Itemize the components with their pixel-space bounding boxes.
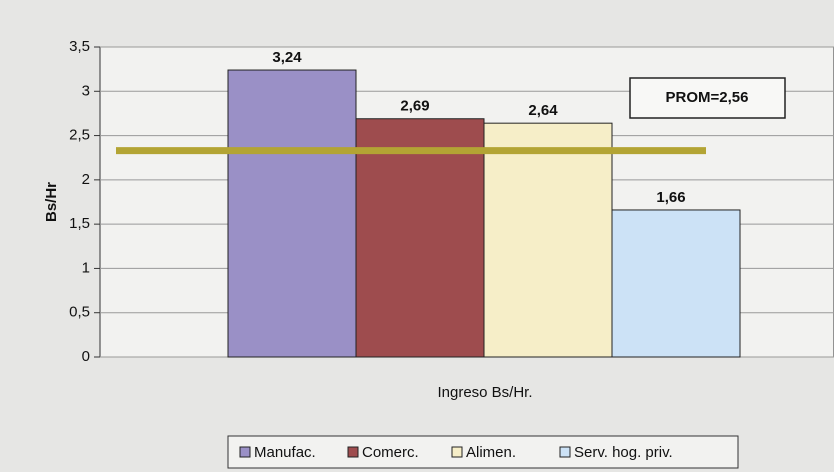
legend-swatch: [559, 446, 571, 458]
legend-swatch: [347, 446, 359, 458]
legend-swatch: [451, 446, 463, 458]
annotation-box: [629, 77, 786, 119]
y-tick-label: 3,5: [69, 38, 90, 55]
y-tick-label: 0: [82, 348, 90, 365]
bar: [227, 69, 357, 358]
y-tick-label: 1: [82, 259, 90, 276]
data-label: 2,69: [400, 98, 429, 115]
data-label: 2,64: [528, 102, 558, 119]
y-tick-label: 0,5: [69, 304, 90, 321]
bar: [355, 118, 485, 358]
legend-box: [227, 435, 739, 469]
y-tick-label: 1,5: [69, 215, 90, 232]
y-tick-label: 2: [82, 171, 90, 188]
data-label: 3,24: [272, 49, 302, 66]
legend-label: Alimen.: [466, 444, 516, 461]
x-category-label: Ingreso Bs/Hr.: [437, 384, 532, 401]
data-label: 1,66: [656, 189, 685, 206]
y-tick-label: 2,5: [69, 127, 90, 144]
y-axis-label: Bs/Hr: [43, 182, 60, 222]
y-tick-label: 3: [82, 82, 90, 99]
annotation: PROM=2,56: [666, 89, 749, 106]
legend-label: Manufac.: [254, 444, 316, 461]
legend-label: Serv. hog. priv.: [574, 444, 673, 461]
legend-swatch: [239, 446, 251, 458]
legend-label: Comerc.: [362, 444, 419, 461]
bar: [611, 209, 741, 358]
bar: [483, 122, 613, 358]
